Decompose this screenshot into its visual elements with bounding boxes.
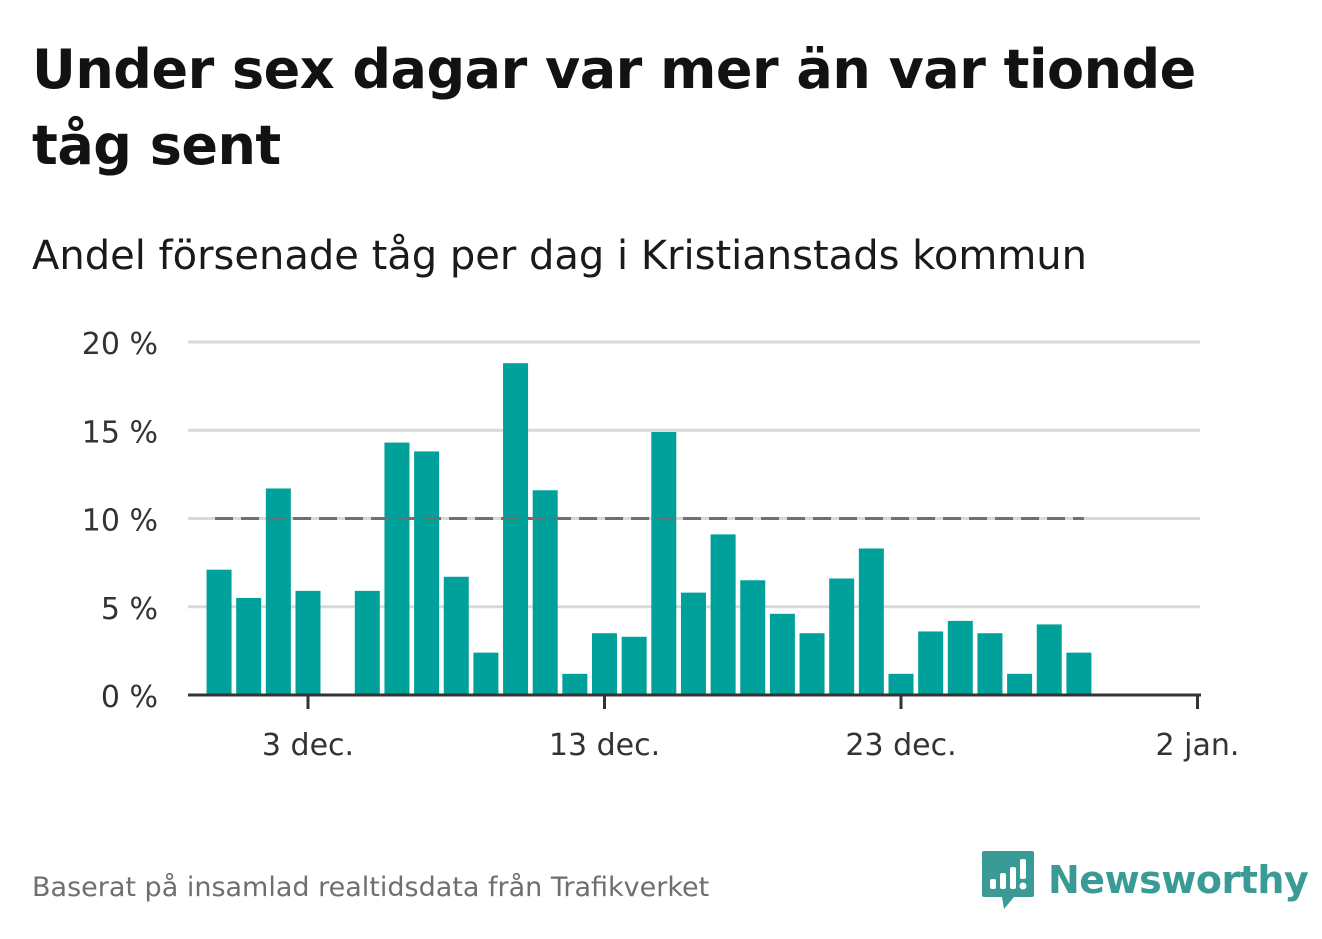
bar	[384, 442, 410, 695]
bar	[888, 673, 914, 695]
bars	[206, 363, 1092, 695]
x-tick-label: 13 dec.	[549, 728, 660, 763]
y-tick-label: 15 %	[82, 415, 158, 450]
bar	[503, 363, 529, 695]
y-tick-label: 10 %	[82, 504, 158, 539]
bar	[651, 432, 677, 695]
bar	[414, 451, 440, 695]
bar	[473, 652, 499, 695]
chart-title: Under sex dagar var mer än var tionde tå…	[32, 38, 1196, 177]
bar	[1066, 652, 1092, 695]
newsworthy-logo: Newsworthy	[980, 848, 1309, 912]
bar	[1007, 673, 1033, 695]
bar	[206, 569, 232, 695]
newsworthy-logo-text: Newsworthy	[1048, 858, 1309, 902]
bar	[621, 636, 647, 695]
y-tick-label: 0 %	[101, 680, 158, 715]
source-note: Baserat på insamlad realtidsdata från Tr…	[32, 872, 710, 903]
bar	[769, 613, 795, 695]
y-tick-label: 20 %	[82, 327, 158, 362]
bar	[829, 578, 855, 695]
bar	[354, 590, 380, 695]
bar	[236, 597, 262, 695]
bar	[918, 631, 944, 695]
bar	[562, 673, 588, 695]
bar	[532, 490, 558, 695]
bar	[710, 534, 736, 695]
chart-subtitle: Andel försenade tåg per dag i Kristianst…	[32, 233, 1087, 279]
newsworthy-logo-icon	[982, 851, 1034, 909]
y-tick-label: 5 %	[101, 592, 158, 627]
bar-chart: 0 % 5 % 10 % 15 % 20 % 3 dec. 13 dec. 23 dec. 2…	[82, 327, 1240, 763]
bar	[295, 590, 321, 695]
x-axis: 3 dec. 13 dec. 23 dec. 2 jan.	[188, 693, 1240, 763]
bar	[858, 548, 884, 695]
bar	[592, 633, 617, 695]
bar	[443, 576, 469, 695]
bar	[680, 592, 706, 695]
x-tick-label: 23 dec.	[845, 728, 956, 763]
bar	[947, 620, 973, 695]
bar	[799, 633, 825, 695]
bar	[977, 633, 1003, 695]
bar	[740, 580, 766, 695]
gridlines	[188, 340, 1200, 609]
y-axis-ticks: 0 % 5 % 10 % 15 % 20 %	[82, 327, 158, 715]
x-tick-label: 2 jan.	[1156, 728, 1240, 763]
bar	[1036, 624, 1062, 695]
bar	[265, 488, 291, 695]
x-tick-label: 3 dec.	[262, 728, 354, 763]
